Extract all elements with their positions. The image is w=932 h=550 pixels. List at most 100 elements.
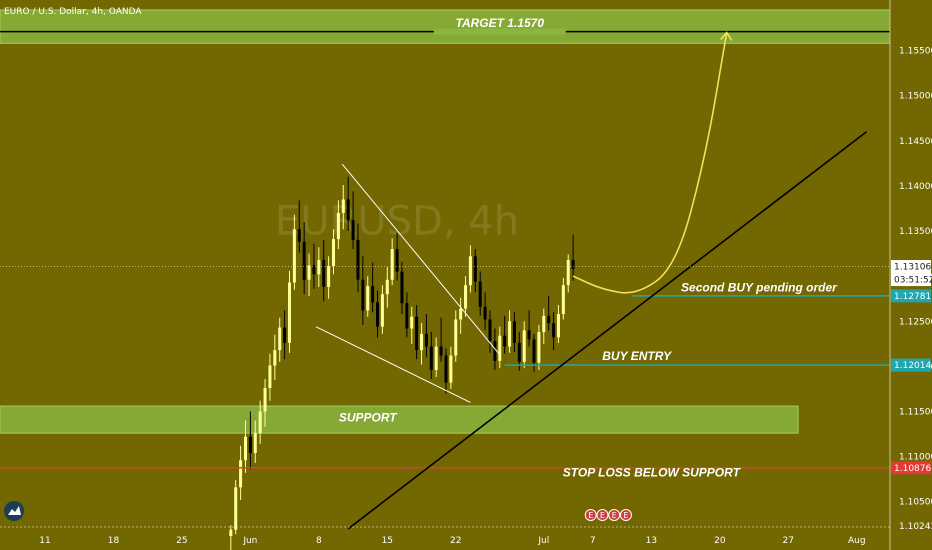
candle-body	[307, 265, 311, 280]
candles-layer	[229, 176, 575, 550]
candle-body	[283, 327, 287, 343]
candle	[366, 276, 370, 317]
candle-body	[532, 339, 536, 363]
candle	[552, 312, 556, 351]
candle	[341, 184, 345, 230]
candle	[278, 317, 282, 362]
candle	[532, 333, 536, 372]
price-label: 1.13106	[891, 260, 931, 274]
candle-body	[512, 321, 516, 343]
price-label: 03:51:52	[891, 273, 932, 287]
price-label-text: 1.13106	[894, 263, 931, 273]
trend-line[interactable]	[347, 131, 868, 530]
price-label-text: 1.12014	[894, 361, 931, 371]
candle-body	[234, 487, 238, 530]
event-marker-badge	[619, 509, 632, 521]
candle-body	[361, 279, 365, 311]
candle-body	[410, 316, 414, 329]
price-label-bg	[891, 260, 931, 274]
candle	[380, 285, 384, 334]
candle	[444, 348, 448, 394]
candle	[297, 200, 301, 253]
annotations-layer: TARGET 1.1570 Second BUY pending order BUY…	[4, 16, 838, 521]
candle-body	[317, 259, 321, 275]
projection-path[interactable]	[572, 32, 728, 294]
candle	[561, 277, 565, 320]
target-zone	[0, 9, 891, 44]
x-tick-label: 27	[783, 536, 794, 546]
zones-layer	[0, 9, 891, 434]
candle-body	[415, 316, 419, 351]
candle	[292, 214, 296, 290]
candle-body	[556, 314, 560, 338]
price-label-bg	[891, 461, 931, 475]
candle-body	[331, 239, 336, 267]
y-tick-label: 1.15500	[899, 47, 932, 57]
event-marker[interactable]: E	[596, 509, 609, 521]
price-label-bg	[891, 289, 931, 303]
event-marker-badge	[596, 509, 609, 521]
candle-body	[273, 350, 277, 366]
candle-body	[297, 229, 301, 242]
candle-body	[420, 333, 424, 351]
candle-body	[346, 199, 350, 221]
candle-body	[390, 249, 394, 280]
x-tick-label: 20	[714, 536, 726, 546]
price-label-text: 03:51:52	[894, 276, 932, 286]
candle-body	[439, 346, 443, 356]
candle	[307, 253, 311, 296]
annotation-2: BUY ENTRY	[602, 349, 672, 363]
x-tick-label: 18	[108, 536, 120, 546]
candle-body	[376, 302, 380, 327]
candle-body	[464, 285, 468, 309]
event-marker[interactable]: E	[584, 509, 597, 521]
wedge-upper[interactable]	[341, 163, 501, 355]
symbol-title: EURO / U.S. Dollar, 4h, OANDA	[4, 7, 142, 17]
candle-body	[537, 332, 541, 363]
candle	[351, 191, 355, 250]
x-tick-label: Aug	[848, 536, 866, 546]
candle	[556, 305, 560, 343]
wedge-lower[interactable]	[315, 326, 471, 403]
event-marker[interactable]: E	[608, 509, 621, 521]
candle	[268, 353, 272, 401]
candle	[239, 445, 243, 500]
candle	[336, 200, 340, 250]
x-tick-label: 7	[590, 536, 596, 546]
candle-body	[366, 286, 370, 311]
candle	[248, 411, 252, 470]
candle	[258, 400, 262, 444]
y-tick-label: 1.11500	[899, 407, 932, 417]
candle-body	[561, 285, 565, 315]
candle-body	[322, 259, 326, 287]
event-marker[interactable]: E	[619, 509, 632, 521]
x-tick-label: 22	[450, 536, 461, 546]
candle	[415, 305, 419, 360]
annotation-3: SUPPORT	[339, 410, 398, 424]
candle	[478, 271, 482, 316]
y-tick-label-partial: 1.10243	[899, 522, 932, 532]
candle-body	[449, 355, 453, 383]
candle-body	[498, 335, 502, 361]
candle-body	[336, 212, 340, 240]
x-tick-label: 25	[176, 536, 187, 546]
candle	[522, 321, 526, 369]
candle	[346, 176, 350, 232]
price-label-bg	[891, 273, 931, 287]
candle-body	[517, 342, 521, 362]
candle-body	[395, 249, 399, 272]
candle	[312, 243, 316, 289]
price-label-text: 1.10876	[894, 464, 931, 474]
x-tick-label: 11	[39, 536, 50, 546]
candle	[405, 292, 409, 338]
candle-body	[248, 436, 252, 454]
x-tick-label: 13	[646, 536, 657, 546]
candle	[420, 323, 424, 365]
candle-body	[429, 346, 433, 370]
candle-body	[434, 346, 438, 370]
x-tick-label: 8	[316, 536, 322, 546]
candle-body	[341, 199, 345, 213]
candle	[263, 379, 267, 427]
candle	[283, 310, 287, 360]
